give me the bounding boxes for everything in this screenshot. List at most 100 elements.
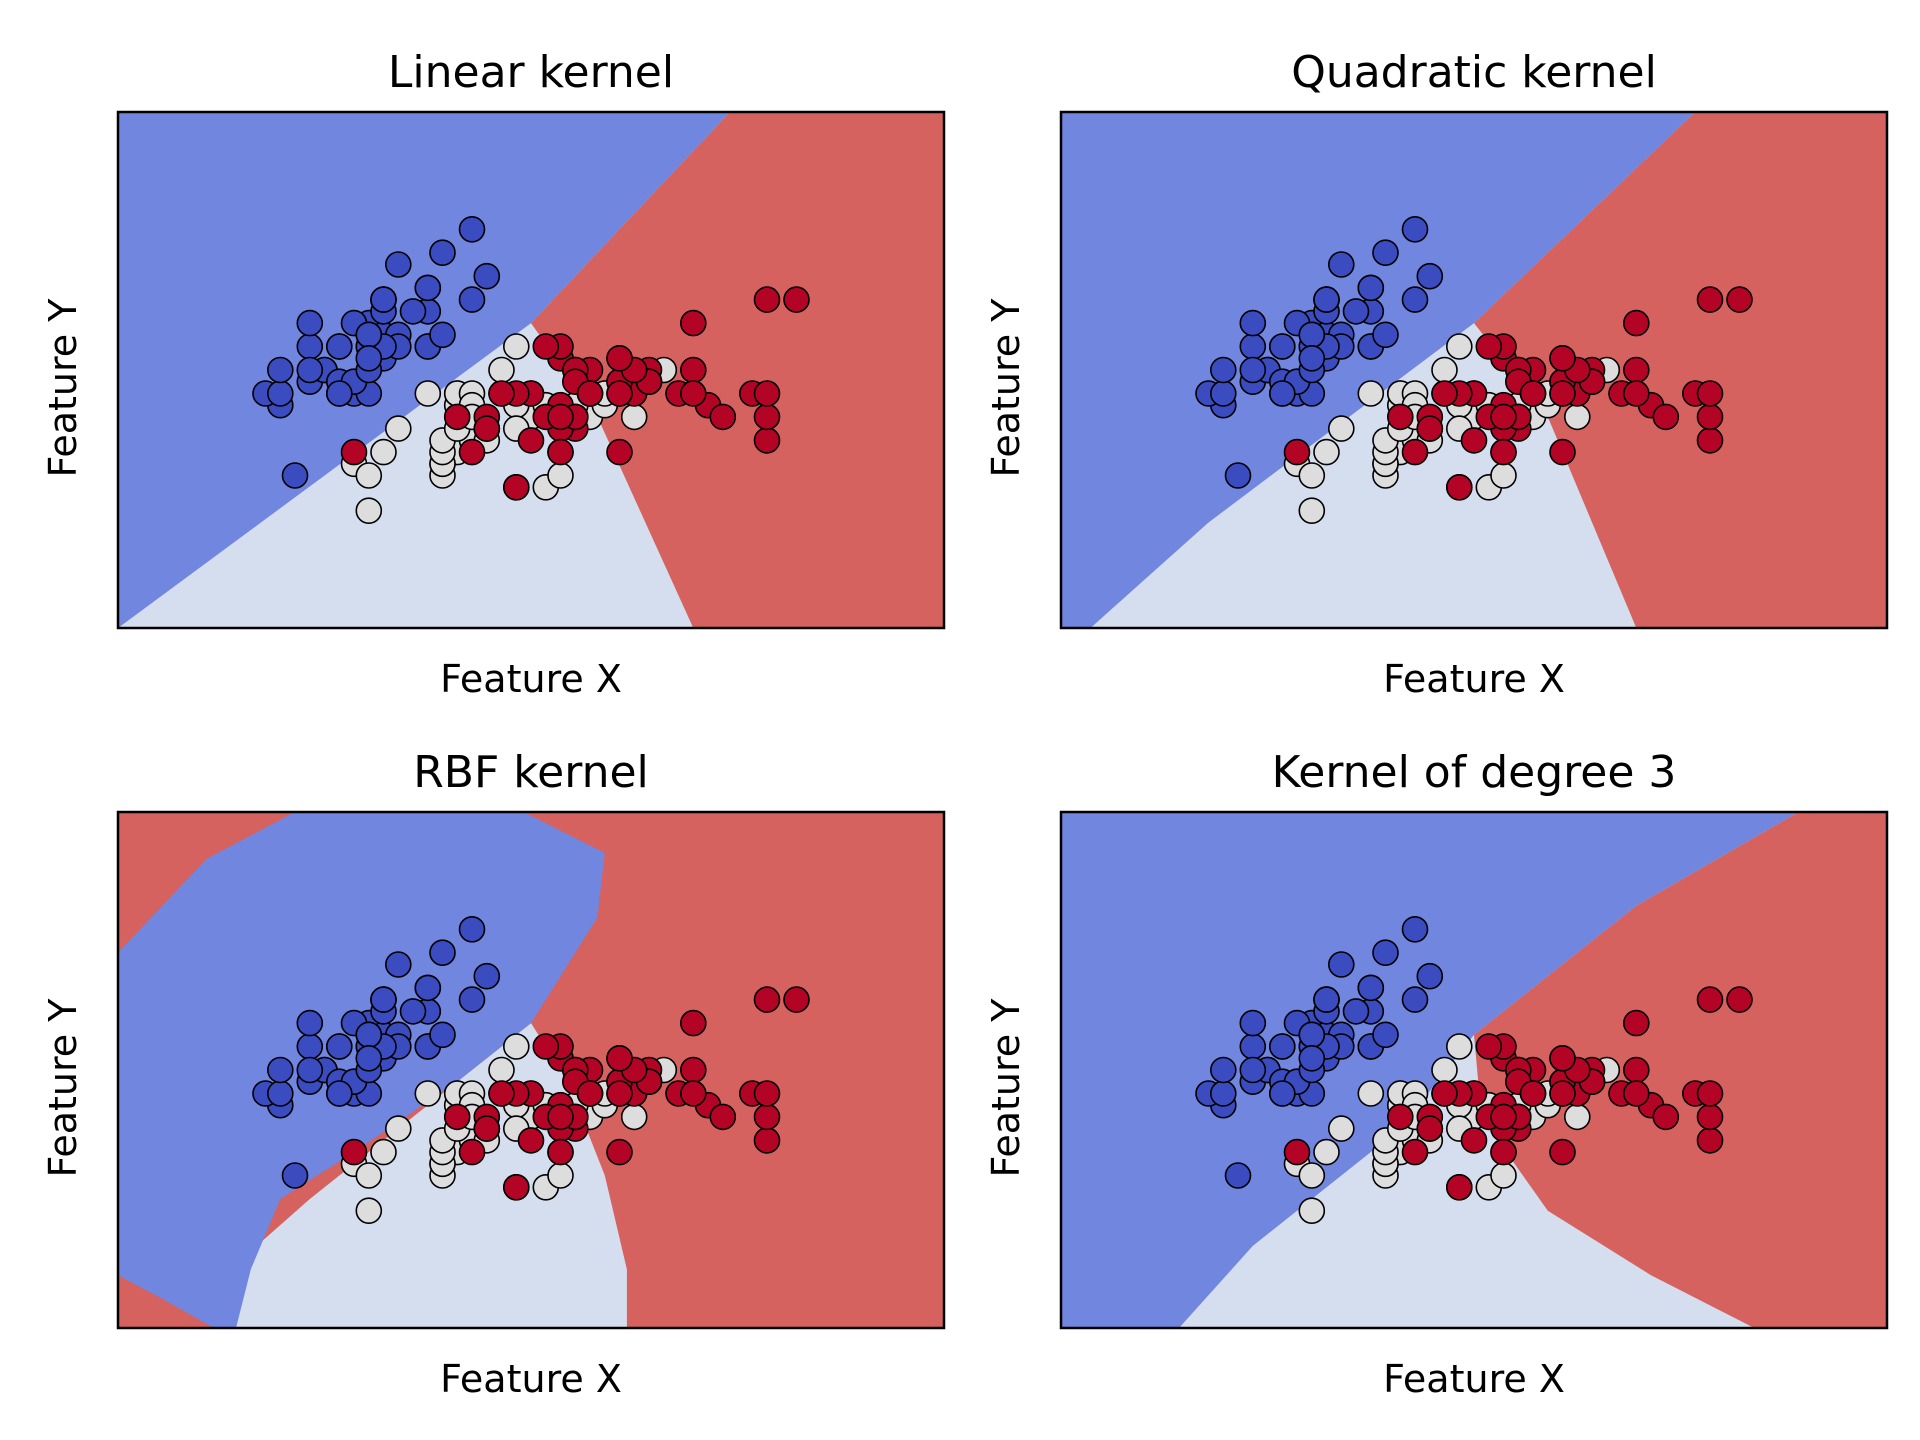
data-point-class-0	[429, 321, 456, 349]
data-point-class-1	[547, 1162, 574, 1189]
data-point-class-0	[325, 333, 353, 360]
data-point-class-2	[340, 438, 368, 466]
data-point-class-0	[296, 309, 324, 337]
data-point-class-2	[1549, 380, 1576, 407]
data-point-class-2	[1446, 1174, 1473, 1201]
data-point-class-2	[753, 286, 781, 313]
data-point-class-2	[753, 1127, 781, 1154]
data-point-class-0	[1328, 251, 1355, 278]
data-point-class-2	[502, 473, 530, 501]
data-point-class-1	[414, 1080, 442, 1107]
data-point-class-2	[1431, 380, 1458, 407]
data-point-class-2	[709, 1103, 737, 1131]
data-point-class-1	[620, 403, 648, 431]
data-point-class-2	[1387, 403, 1414, 431]
data-point-class-0	[266, 380, 294, 407]
data-point-class-2	[488, 380, 515, 407]
data-point-class-2	[1696, 286, 1724, 313]
data-point-class-1	[488, 1056, 515, 1084]
data-point-class-0	[1269, 333, 1296, 360]
data-point-class-2	[1519, 1080, 1547, 1107]
decision-region-class-2	[1474, 112, 1887, 628]
decision-region-class-2	[531, 112, 944, 628]
data-point-class-2	[1283, 1138, 1311, 1166]
data-point-class-2	[753, 427, 781, 454]
plot-area	[118, 812, 944, 1328]
data-point-class-2	[679, 1009, 707, 1037]
data-point-class-2	[1652, 1103, 1680, 1131]
data-point-class-2	[1490, 403, 1517, 431]
data-point-class-2	[1475, 333, 1503, 360]
data-point-class-1	[1357, 380, 1385, 407]
data-point-class-0	[414, 974, 442, 1002]
data-point-class-0	[1298, 344, 1326, 372]
data-point-class-0	[1224, 462, 1252, 489]
data-point-class-2	[1490, 1138, 1517, 1166]
data-point-class-0	[1210, 1080, 1237, 1107]
data-point-class-0	[1372, 1021, 1399, 1049]
axes-frame	[1059, 110, 1889, 630]
data-point-class-2	[1696, 427, 1724, 454]
data-point-class-1	[384, 1115, 412, 1142]
data-point-class-0	[429, 1021, 456, 1049]
data-point-class-0	[1372, 321, 1399, 349]
data-point-class-2	[606, 1080, 633, 1107]
data-point-class-0	[296, 356, 324, 384]
data-point-class-2	[753, 1103, 781, 1131]
data-point-class-2	[1726, 286, 1753, 313]
data-point-class-2	[1475, 1033, 1503, 1060]
data-point-class-2	[1549, 438, 1576, 466]
data-point-class-2	[1623, 356, 1650, 384]
data-point-class-2	[753, 403, 781, 431]
data-point-class-0	[1210, 1056, 1237, 1084]
data-point-class-2	[532, 333, 560, 360]
data-point-class-2	[576, 380, 604, 407]
data-point-class-2	[679, 1080, 707, 1107]
subplot-quadratic-kernel: Quadratic kernel Feature X Feature Y	[984, 47, 1889, 701]
data-point-class-1	[1490, 1162, 1517, 1189]
data-point-class-0	[296, 333, 324, 360]
data-point-class-0	[1401, 216, 1429, 243]
data-point-class-1	[1446, 1033, 1473, 1060]
subplot-linear-kernel: Linear kernel Feature X Feature Y	[41, 47, 946, 701]
data-point-class-2	[753, 1080, 781, 1107]
data-point-class-0	[296, 1009, 324, 1037]
data-point-class-0	[266, 1056, 294, 1084]
data-point-class-0	[1298, 321, 1326, 349]
data-point-class-0	[1269, 1080, 1296, 1107]
data-point-class-2	[783, 286, 810, 313]
data-point-class-2	[547, 403, 574, 431]
data-point-class-2	[1387, 1103, 1414, 1131]
data-point-class-1	[355, 1162, 383, 1189]
data-point-class-2	[1446, 473, 1473, 501]
data-point-class-0	[355, 344, 383, 372]
data-point-class-0	[1342, 298, 1370, 325]
data-point-class-0	[458, 915, 486, 943]
data-point-class-1	[1564, 403, 1591, 431]
data-point-class-0	[1401, 986, 1429, 1013]
data-point-class-2	[1549, 1138, 1576, 1166]
data-point-class-2	[606, 438, 633, 466]
data-point-class-0	[370, 986, 397, 1013]
chart-title: Linear kernel	[388, 47, 674, 98]
data-point-class-0	[296, 1056, 324, 1084]
data-point-class-2	[443, 1103, 471, 1131]
chart-title: Quadratic kernel	[1291, 47, 1657, 98]
y-axis-label: Feature Y	[41, 998, 85, 1178]
data-point-class-2	[547, 1103, 574, 1131]
data-point-class-1	[414, 380, 442, 407]
data-point-class-2	[753, 986, 781, 1013]
data-point-class-0	[325, 1033, 353, 1060]
data-point-class-1	[620, 1103, 648, 1131]
data-point-class-1	[370, 1138, 397, 1166]
data-point-class-0	[399, 998, 427, 1025]
data-point-class-2	[502, 1174, 530, 1201]
data-point-class-2	[1519, 380, 1547, 407]
data-point-class-1	[355, 1197, 383, 1224]
axes-frame	[116, 110, 946, 630]
decision-region-class-0	[1061, 112, 1696, 628]
data-point-class-2	[1401, 438, 1429, 466]
data-point-class-0	[1357, 974, 1385, 1002]
data-point-class-0	[1401, 915, 1429, 943]
